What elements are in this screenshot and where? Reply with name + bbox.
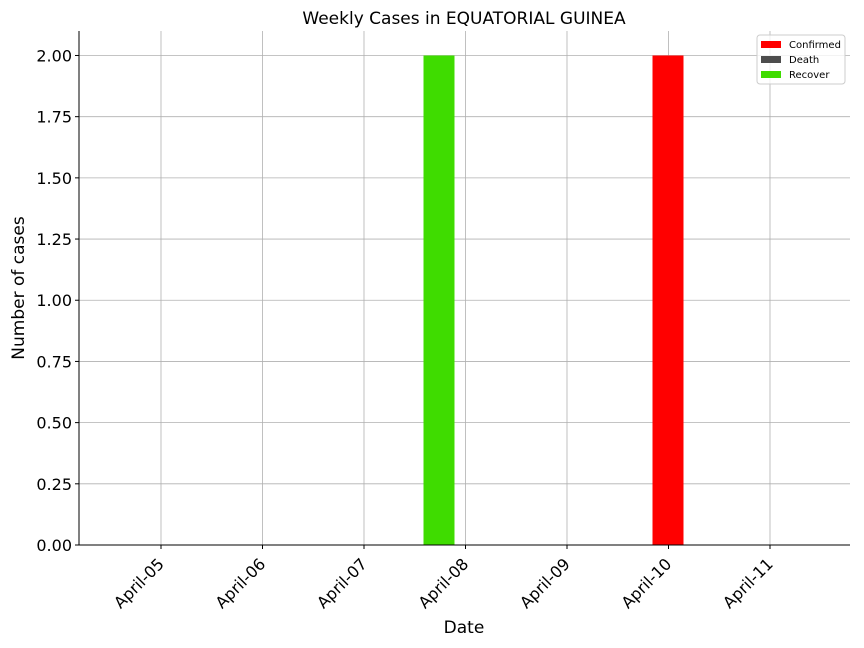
y-tick-label: 0.00 xyxy=(36,536,72,555)
bars xyxy=(423,55,684,545)
legend-swatch-death xyxy=(761,56,781,63)
grid-lines xyxy=(79,31,850,546)
axes xyxy=(78,31,850,546)
legend-swatch-recover xyxy=(761,71,781,78)
bar-recover-april-08 xyxy=(423,55,455,545)
y-tick-label: 0.75 xyxy=(36,352,72,371)
legend-label-death: Death xyxy=(789,55,819,66)
x-tick-label: April-06 xyxy=(212,554,270,612)
x-tick-label: April-09 xyxy=(516,554,574,612)
y-axis-label: Number of cases xyxy=(9,216,29,360)
x-axis-label: Date xyxy=(444,618,485,638)
x-tick-label: April-08 xyxy=(415,554,473,612)
bar-confirmed-april-10 xyxy=(652,55,684,545)
y-tick-label: 1.00 xyxy=(36,291,72,310)
y-tick-label: 0.25 xyxy=(36,475,72,494)
legend-swatch-confirmed xyxy=(761,41,781,48)
y-tick-label: 1.25 xyxy=(36,230,72,249)
y-tick-label: 2.00 xyxy=(36,46,72,65)
legend: Confirmed Death Recover xyxy=(756,34,846,85)
x-tick-labels: April-05 April-06 April-07 April-08 April-09… xyxy=(110,545,777,612)
legend-label-recover: Recover xyxy=(789,70,830,81)
y-tick-label: 0.50 xyxy=(36,414,72,433)
y-tick-labels: 0.00 0.25 0.50 0.75 1.00 1.25 1.50 1.75 2.00 xyxy=(36,46,79,555)
y-tick-label: 1.50 xyxy=(36,169,72,188)
x-tick-label: April-05 xyxy=(110,554,168,612)
y-tick-label: 1.75 xyxy=(36,108,72,127)
chart-title: Weekly Cases in EQUATORIAL GUINEA xyxy=(302,9,626,29)
x-tick-label: April-10 xyxy=(618,554,676,612)
legend-label-confirmed: Confirmed xyxy=(789,40,841,51)
x-tick-label: April-07 xyxy=(313,554,371,612)
x-tick-label: April-11 xyxy=(719,554,777,612)
